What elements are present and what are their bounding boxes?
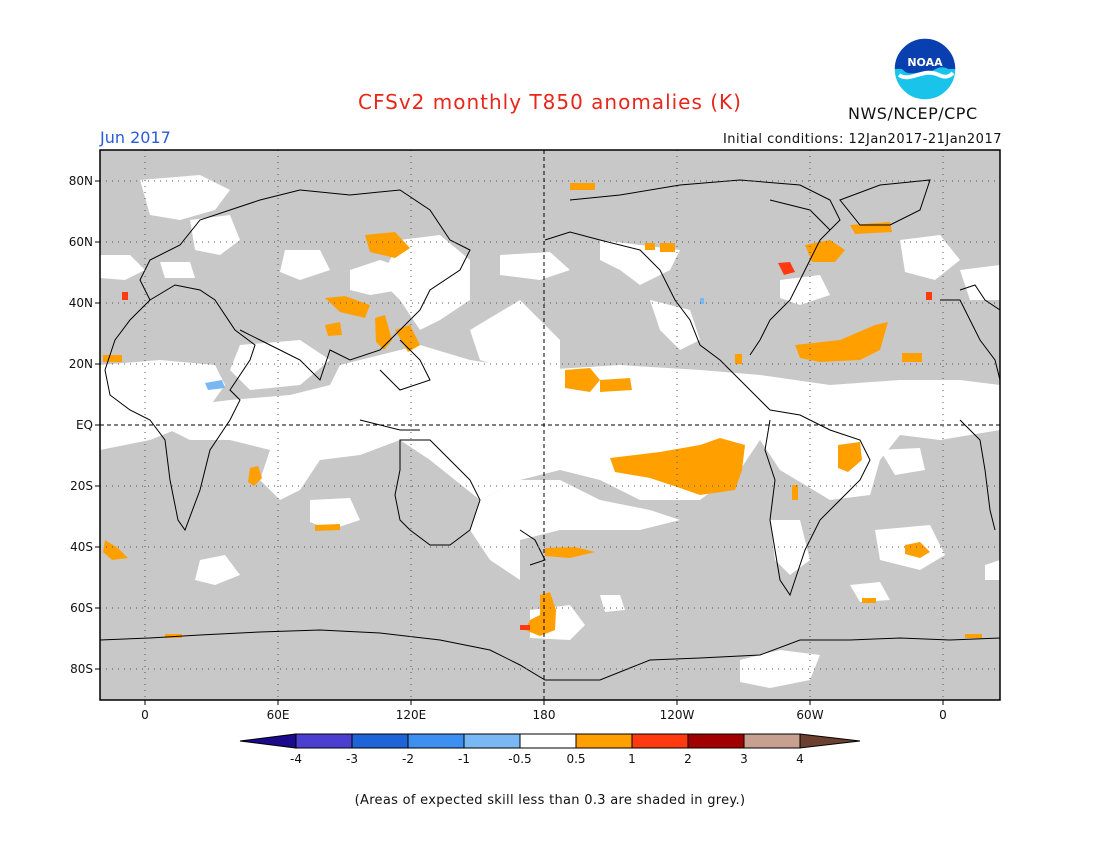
colorbar-segment — [687, 733, 745, 749]
colorbar-label: 1 — [628, 752, 636, 766]
logo-text: NOAA — [907, 56, 943, 69]
lon-label: 0 — [141, 708, 149, 722]
lat-label: 60S — [70, 601, 93, 615]
initial-conditions: Initial conditions: 12Jan2017-21Jan2017 — [722, 132, 1002, 147]
lon-label: 60W — [796, 708, 824, 722]
chart-title: CFSv2 monthly T850 anomalies (K) — [358, 90, 742, 114]
lon-label: 60E — [266, 708, 290, 722]
grid-lines — [100, 150, 1000, 700]
lat-label: 80S — [70, 662, 93, 676]
reference-lines — [100, 150, 1000, 700]
colorbar-label: -3 — [346, 752, 358, 766]
lon-label: 120E — [395, 708, 427, 722]
colorbar-segment — [407, 733, 465, 749]
lat-label: EQ — [75, 418, 93, 432]
lon-label: 120W — [659, 708, 695, 722]
colorbar-segment — [519, 733, 577, 749]
colorbar-segment — [631, 733, 689, 749]
coastlines — [99, 179, 1001, 681]
lat-label: 20N — [68, 357, 93, 371]
colorbar-segment — [351, 733, 409, 749]
colorbar-label: 2 — [684, 752, 692, 766]
colorbar-label: 0.5 — [566, 752, 586, 766]
lat-label: 20S — [70, 479, 93, 493]
lat-label: 40N — [68, 296, 93, 310]
skill-note: (Areas of expected skill less than 0.3 a… — [354, 793, 746, 808]
lat-label: 60N — [68, 235, 93, 249]
org-label: NWS/NCEP/CPC — [848, 104, 978, 123]
positive-anomaly-regions — [103, 183, 982, 638]
strong-anomaly-regions — [122, 262, 932, 630]
colorbar-label: -4 — [290, 752, 302, 766]
colorbar-label: -2 — [402, 752, 414, 766]
colorbar-segment — [743, 733, 801, 749]
valid-month: Jun 2017 — [100, 128, 171, 147]
colorbar-segment-high-arrow — [799, 733, 861, 749]
colorbar-label: 4 — [796, 752, 804, 766]
colorbar-segment — [575, 733, 633, 749]
colorbar-label: -1 — [458, 752, 470, 766]
lon-label: 0 — [939, 708, 947, 722]
colorbar-label: -0.5 — [508, 752, 532, 766]
colorbar-segment — [463, 733, 521, 749]
lon-label: 180 — [532, 708, 556, 722]
lat-label: 40S — [70, 540, 93, 554]
axis-ticks — [95, 180, 944, 705]
lat-label: 80N — [68, 174, 93, 188]
noaa-logo-icon: NOAA — [893, 37, 957, 101]
colorbar-segment-low-arrow — [239, 733, 297, 749]
colorbar — [239, 733, 861, 749]
colorbar-segment — [295, 733, 353, 749]
colorbar-label: 3 — [740, 752, 748, 766]
